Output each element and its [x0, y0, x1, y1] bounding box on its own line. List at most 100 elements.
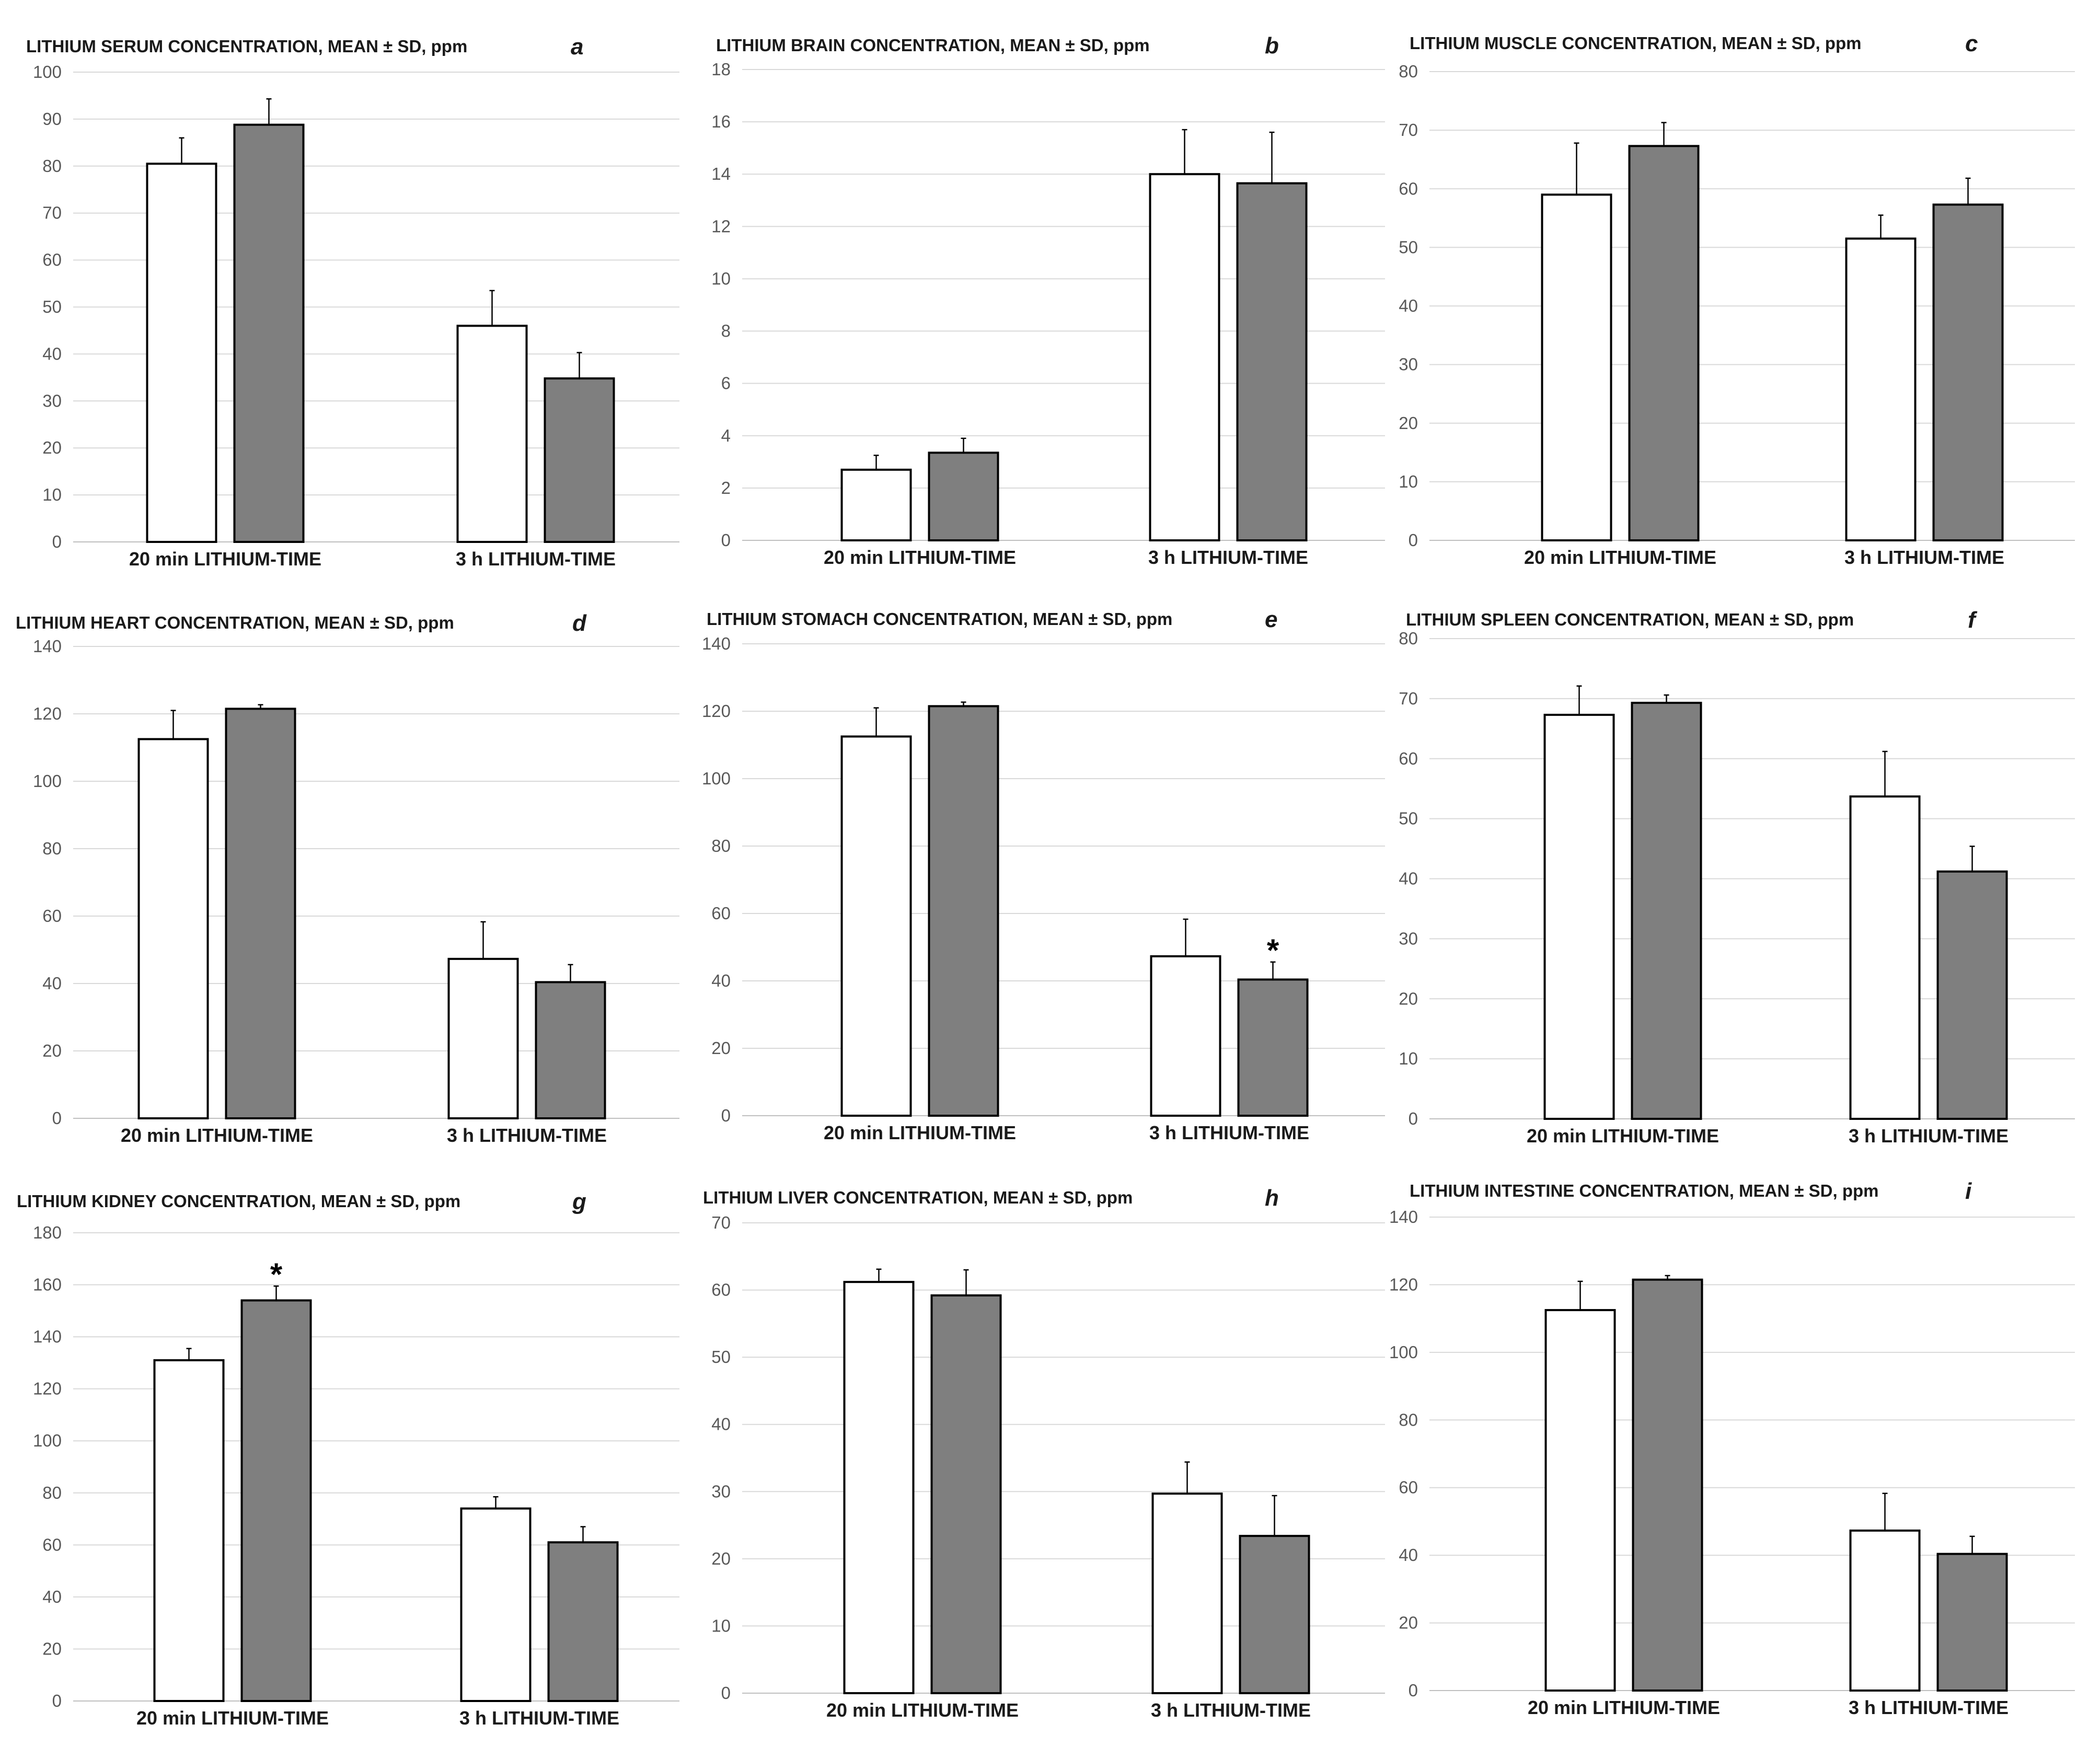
- x-category-label: 20 min LITHIUM-TIME: [1524, 547, 1716, 568]
- panel-letter: c: [1965, 31, 1978, 56]
- panel-letter: f: [1968, 607, 1978, 633]
- y-tick-label: 40: [711, 1415, 731, 1434]
- bar-control: [1149, 173, 1220, 541]
- y-tick-label: 120: [702, 701, 731, 721]
- y-tick-label: 70: [1399, 120, 1418, 140]
- chart-panel-a: LITHIUM SERUM CONCENTRATION, MEAN ± SD, …: [26, 34, 679, 570]
- bar-treatment: [1936, 870, 2008, 1120]
- y-tick-label: 120: [1389, 1275, 1418, 1294]
- y-tick-label: 0: [52, 1691, 62, 1710]
- bar-control: [456, 325, 528, 543]
- bar-control: [840, 468, 912, 541]
- y-tick-label: 60: [1399, 1478, 1418, 1497]
- bar-treatment: [547, 1541, 619, 1702]
- bar-treatment: [930, 1294, 1002, 1695]
- chart-title: LITHIUM BRAIN CONCENTRATION, MEAN ± SD, …: [716, 36, 1150, 55]
- bar-treatment: [1628, 145, 1700, 541]
- chart-panel-d: LITHIUM HEART CONCENTRATION, MEAN ± SD, …: [16, 610, 679, 1146]
- y-tick-label: 40: [42, 344, 62, 363]
- y-tick-label: 50: [1399, 809, 1418, 828]
- y-tick-label: 120: [33, 704, 62, 723]
- panel-letter: a: [571, 34, 583, 60]
- y-tick-label: 60: [42, 1535, 62, 1554]
- y-tick-label: 100: [33, 1431, 62, 1450]
- y-tick-label: 100: [33, 771, 62, 791]
- y-tick-label: 20: [711, 1549, 731, 1568]
- x-category-label: 3 h LITHIUM-TIME: [459, 1707, 619, 1729]
- y-tick-label: 80: [711, 836, 731, 855]
- chart-title: LITHIUM SPLEEN CONCENTRATION, MEAN ± SD,…: [1406, 610, 1854, 629]
- y-tick-label: 80: [1399, 1410, 1418, 1429]
- y-tick-label: 4: [721, 426, 731, 445]
- y-tick-label: 80: [1399, 62, 1418, 81]
- y-tick-label: 10: [1399, 472, 1418, 491]
- bar-control: [146, 163, 217, 543]
- y-tick-label: 60: [1399, 749, 1418, 768]
- y-tick-label: 0: [721, 530, 731, 550]
- bar-treatment: [535, 981, 606, 1120]
- chart-title: LITHIUM MUSCLE CONCENTRATION, MEAN ± SD,…: [1410, 33, 1861, 53]
- bar-treatment: [1631, 701, 1702, 1120]
- chart-title: LITHIUM LIVER CONCENTRATION, MEAN ± SD, …: [703, 1188, 1133, 1207]
- y-tick-label: 80: [42, 156, 62, 176]
- y-tick-label: 120: [33, 1379, 62, 1398]
- bar-control: [1151, 1492, 1223, 1694]
- y-tick-label: 0: [1409, 530, 1418, 550]
- chart-title: LITHIUM STOMACH CONCENTRATION, MEAN ± SD…: [707, 609, 1172, 629]
- bar-treatment: [1936, 1553, 2008, 1692]
- chart-title: LITHIUM HEART CONCENTRATION, MEAN ± SD, …: [16, 613, 454, 632]
- x-category-label: 20 min LITHIUM-TIME: [1527, 1125, 1719, 1147]
- y-tick-label: 20: [42, 1639, 62, 1658]
- y-tick-label: 2: [721, 478, 731, 497]
- bar-control: [1845, 237, 1917, 541]
- bar-treatment: [1239, 1535, 1310, 1694]
- y-tick-label: 80: [42, 1483, 62, 1502]
- panel-letter: h: [1265, 1185, 1279, 1211]
- y-tick-label: 70: [1399, 689, 1418, 708]
- y-tick-label: 20: [711, 1038, 731, 1058]
- y-tick-label: 140: [1389, 1207, 1418, 1226]
- bar-control: [1544, 1309, 1616, 1692]
- bar-treatment: [1932, 203, 2004, 541]
- panel-letter: i: [1965, 1178, 1972, 1204]
- y-tick-label: 0: [52, 532, 62, 551]
- bar-control: [1150, 955, 1221, 1117]
- x-category-label: 20 min LITHIUM-TIME: [1528, 1697, 1720, 1718]
- bar-treatment: [928, 705, 999, 1117]
- bar-control: [843, 1281, 915, 1694]
- chart-panel-i: LITHIUM INTESTINE CONCENTRATION, MEAN ± …: [1389, 1178, 2075, 1718]
- bar-control: [1849, 1529, 1921, 1692]
- y-tick-label: 40: [1399, 296, 1418, 316]
- panel-letter: d: [572, 610, 587, 636]
- bar-control: [1849, 795, 1921, 1120]
- x-category-label: 3 h LITHIUM-TIME: [1844, 547, 2004, 568]
- y-tick-label: 30: [1399, 355, 1418, 374]
- y-tick-label: 100: [702, 769, 731, 788]
- y-tick-label: 100: [1389, 1343, 1418, 1362]
- y-tick-label: 80: [42, 839, 62, 858]
- y-tick-label: 40: [1399, 1545, 1418, 1565]
- y-tick-label: 160: [33, 1275, 62, 1294]
- y-tick-label: 0: [52, 1108, 62, 1128]
- y-tick-label: 50: [1399, 237, 1418, 257]
- significance-marker: *: [270, 1257, 283, 1292]
- x-category-label: 20 min LITHIUM-TIME: [824, 547, 1016, 568]
- chart-panel-b: LITHIUM BRAIN CONCENTRATION, MEAN ± SD, …: [711, 33, 1385, 568]
- y-tick-label: 18: [711, 60, 731, 79]
- bar-control: [1541, 193, 1612, 541]
- bar-control: [137, 738, 209, 1119]
- y-tick-label: 90: [42, 109, 62, 129]
- bar-treatment: [1236, 182, 1308, 542]
- y-tick-label: 40: [1399, 869, 1418, 888]
- y-tick-label: 60: [711, 904, 731, 923]
- y-tick-label: 14: [711, 164, 731, 183]
- chart-title: LITHIUM KIDNEY CONCENTRATION, MEAN ± SD,…: [17, 1191, 460, 1211]
- y-tick-label: 10: [42, 485, 62, 504]
- y-tick-label: 140: [702, 634, 731, 653]
- x-category-label: 20 min LITHIUM-TIME: [826, 1699, 1019, 1721]
- y-tick-label: 100: [33, 62, 62, 82]
- y-tick-label: 40: [42, 1587, 62, 1606]
- significance-marker: *: [1267, 933, 1279, 968]
- y-tick-label: 60: [42, 250, 62, 270]
- bar-control: [153, 1359, 225, 1702]
